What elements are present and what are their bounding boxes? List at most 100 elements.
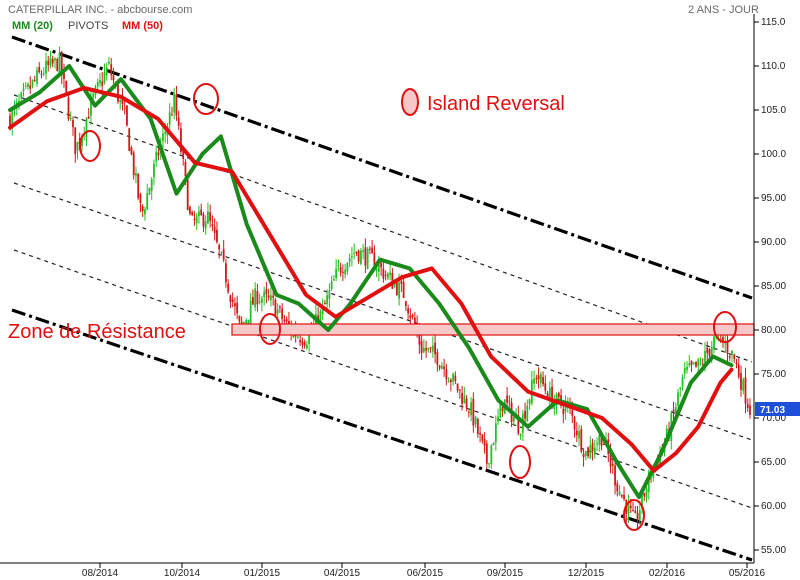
candle-body [193,218,196,221]
candle-body [130,147,133,155]
candle-body [467,411,470,413]
price-tick-label: 65.00 [761,457,786,468]
candle-body [456,383,459,391]
candle-body [123,107,126,109]
date-tick-label: 10/2014 [164,568,201,579]
candle-body [539,374,542,383]
candle-body [724,343,727,345]
candle-body [645,489,648,498]
date-tick-label: 06/2015 [407,568,444,579]
candle-body [431,345,434,352]
candle-body [393,283,396,287]
candle-body [571,409,574,417]
candle-body [69,117,72,119]
island-reversal-circle [79,130,101,162]
candle-body [207,211,209,224]
candle-body [726,340,729,354]
candle-body [157,152,160,156]
candle-body [355,251,358,254]
candle-body [225,263,227,283]
candle-body [697,359,700,367]
island-reversal-circle [623,499,645,531]
island-reversal-circle [713,311,737,343]
candle-body [672,409,675,412]
candle-body [202,214,205,227]
price-tick-label: 85.00 [761,281,786,292]
candle-body [384,274,387,276]
candle-body [137,173,140,198]
candle-body [182,149,185,160]
candle-body [710,346,713,358]
candle-body [407,308,410,314]
candle-body [733,354,736,359]
candle-body [589,445,592,458]
candle-body [162,133,164,141]
candle-body [184,162,187,177]
candle-body [319,311,322,327]
price-tick-label: 115.0 [761,17,786,28]
candle-body [234,303,236,307]
candle-body [231,299,234,303]
candle-body [591,442,594,451]
candle-body [11,110,14,129]
resistance-zone-label: Zone de Résistance [8,321,186,343]
moving-averages [8,64,734,500]
candle-body [418,330,421,345]
candle-body [404,301,407,306]
candle-body [447,381,450,383]
candle-body [24,85,27,87]
candle-body [409,315,412,319]
candle-body [357,250,360,262]
candle-body [85,118,88,138]
candle-body [375,268,378,271]
candle-body [38,67,41,73]
candle-body [488,463,490,465]
candle-body [27,83,29,87]
candle-body [321,306,324,314]
candle-body [623,494,625,500]
candle-body [198,211,200,217]
candle-body [323,302,326,305]
candle-body [686,366,688,371]
date-tick-label: 02/2016 [649,568,686,579]
date-tick-label: 08/2014 [82,568,119,579]
candle-body [722,337,724,343]
candle-body [472,398,475,426]
candle-body [629,505,632,508]
candle-body [87,116,90,119]
legend-pivots: PIVOTS [68,20,109,32]
candle-body [380,262,383,268]
candle-body [699,362,702,364]
candle-body [40,73,43,75]
last-price-label: 71.03 [760,405,785,416]
candle-body [443,366,446,369]
candle-body [335,268,338,279]
island-reversal-label: Island Reversal [427,93,565,115]
candle-body [690,360,693,366]
channel-line [11,35,753,300]
candle-body [297,336,299,338]
island-reversal-circle [259,313,281,345]
candle-body [247,319,250,324]
candle-body [737,364,740,377]
candle-body [551,386,553,408]
candle-body [218,244,221,250]
candle-body [598,435,601,445]
candle-body [330,281,333,289]
candle-body [573,417,576,430]
candle-body [22,88,25,92]
candle-body [245,320,248,324]
candle-body [731,350,733,355]
candle-body [600,434,603,446]
candle-body [189,206,191,214]
candle-body [328,290,331,299]
candle-body [119,99,122,103]
date-axis: 08/2014 10/2014 01/2015 04/2015 06/2015 09/20… [82,563,766,579]
candle-body [434,342,437,355]
candle-body [371,247,374,254]
candle-body [596,443,598,445]
candle-body [326,295,329,305]
candle-body [634,510,637,514]
candle-body [749,405,751,415]
candle-body [168,112,171,125]
